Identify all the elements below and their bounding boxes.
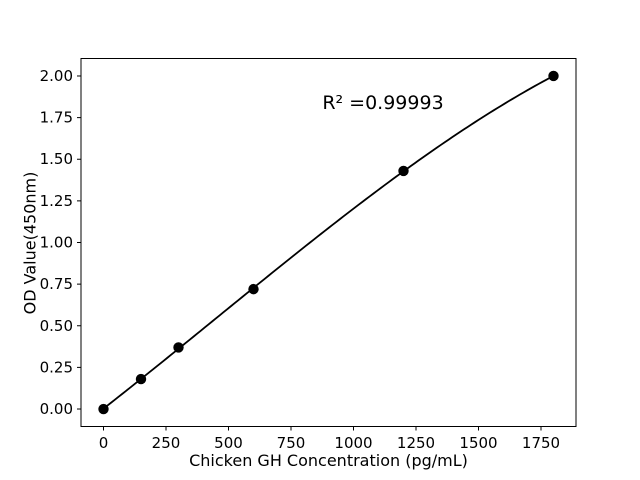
y-tick-label: 1.50 bbox=[40, 150, 73, 168]
data-point bbox=[248, 283, 259, 295]
r-squared-annotation: R² =0.99993 bbox=[322, 92, 443, 114]
x-axis-label: Chicken GH Concentration (pg/mL) bbox=[189, 451, 468, 470]
y-tick-label: 2.00 bbox=[40, 67, 73, 85]
y-axis-ticks: 0.00 0.25 0.50 0.75 1.00 1.25 1.50 1.75 2.00 bbox=[40, 67, 81, 418]
y-tick-label: 1.25 bbox=[40, 192, 73, 210]
y-tick-label: 0.75 bbox=[40, 275, 73, 293]
y-tick-label: 1.00 bbox=[40, 234, 73, 252]
x-tick-label: 750 bbox=[277, 434, 306, 452]
x-axis-ticks: 0 250 500 750 1000 1250 1500 1750 bbox=[99, 426, 560, 452]
data-point bbox=[135, 373, 147, 385]
y-tick-label: 0.25 bbox=[40, 358, 73, 376]
x-tick-label: 1250 bbox=[397, 434, 435, 452]
y-tick-label: 0.00 bbox=[40, 400, 73, 418]
y-tick-label: 1.75 bbox=[40, 109, 73, 127]
x-tick-label: 0 bbox=[99, 434, 109, 452]
x-tick-label: 1000 bbox=[334, 434, 372, 452]
fit-curve-line bbox=[102, 75, 555, 410]
x-tick-label: 500 bbox=[214, 434, 243, 452]
data-point bbox=[548, 70, 559, 82]
y-axis-label: OD Value(450nm) bbox=[21, 172, 40, 315]
y-tick-label: 0.50 bbox=[40, 317, 73, 335]
x-tick-label: 1750 bbox=[522, 434, 560, 452]
data-point bbox=[173, 342, 184, 353]
data-points bbox=[98, 70, 559, 415]
x-tick-label: 250 bbox=[152, 434, 181, 452]
data-point bbox=[98, 403, 109, 415]
x-tick-label: 1500 bbox=[459, 434, 497, 452]
data-point bbox=[398, 165, 409, 177]
